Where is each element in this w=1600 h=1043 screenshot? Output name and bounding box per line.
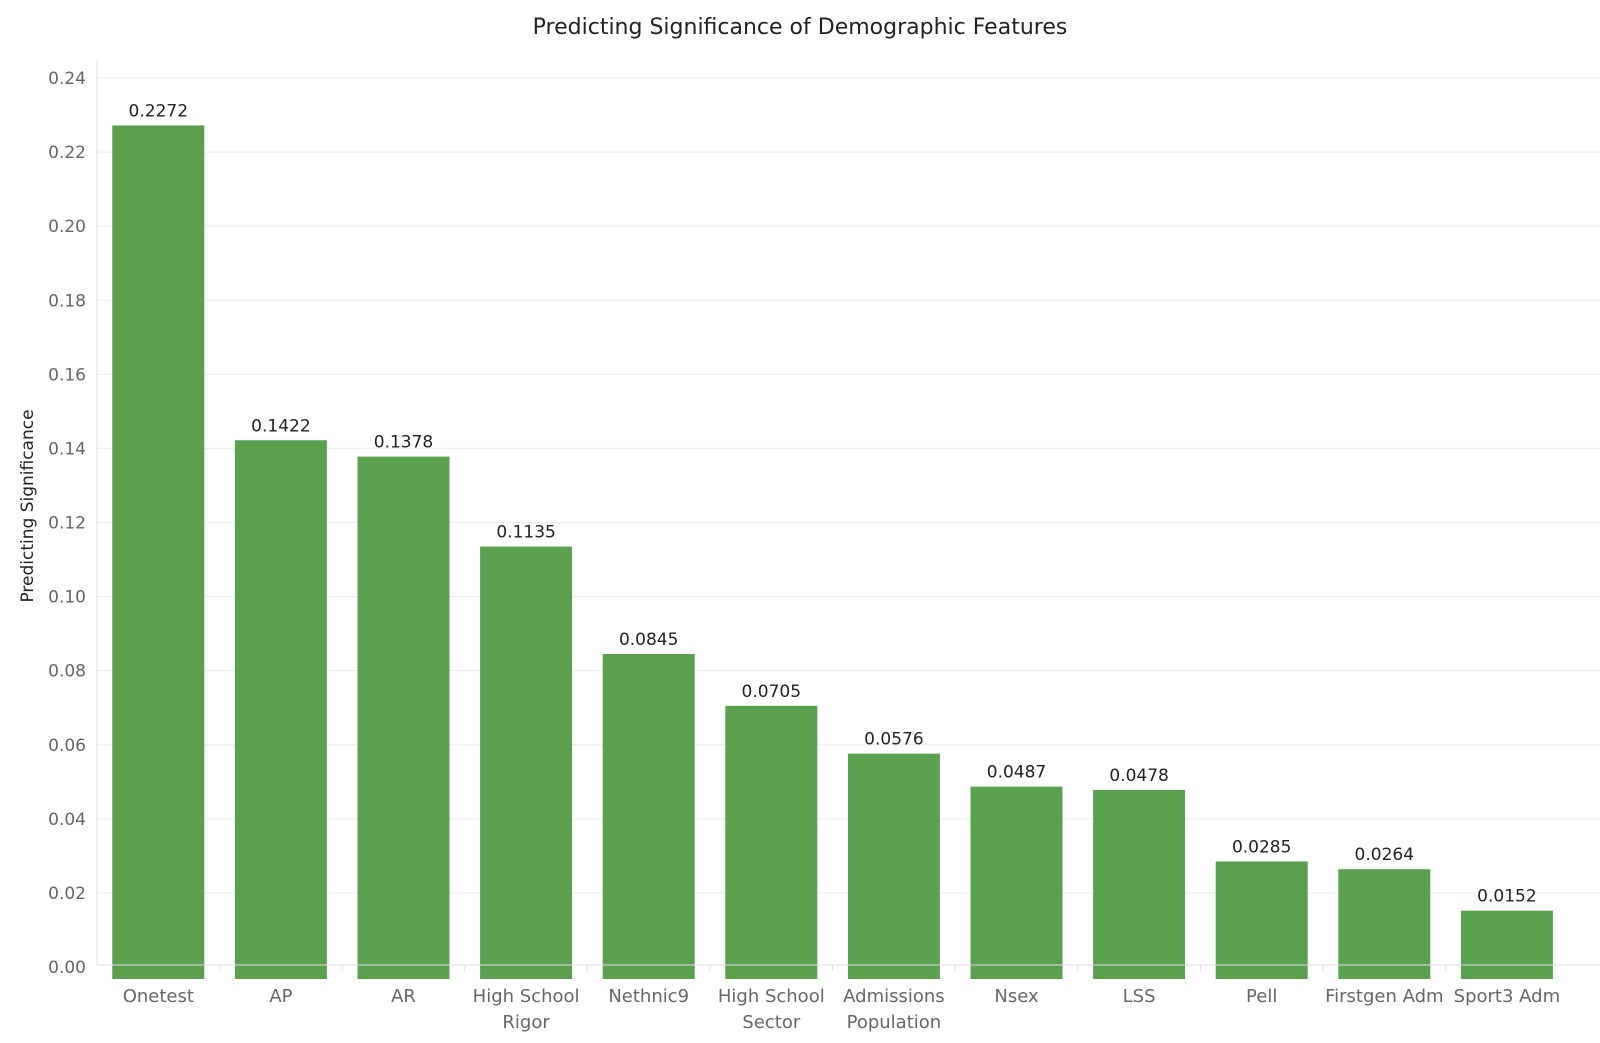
gridlines (96, 60, 1600, 965)
y-tick-label: 0.10 (48, 588, 86, 608)
x-tick-label: Onetest (123, 986, 194, 1007)
bar (1215, 861, 1308, 979)
bar (847, 753, 940, 979)
y-tick-label: 0.22 (48, 143, 86, 163)
bars (112, 125, 1553, 980)
y-tick-label: 0.16 (48, 365, 86, 385)
bar (725, 705, 818, 979)
data-label: 0.1422 (251, 416, 310, 436)
x-tick-label: Sport3 Adm (1454, 986, 1560, 1007)
x-tick-label: Sector (742, 1012, 800, 1033)
bar (480, 546, 573, 979)
y-axis-ticks: 0.00 0.02 0.04 0.06 0.08 0.10 0.12 0.14 0.16 0.18… (48, 69, 86, 978)
x-tick-label: Population (847, 1012, 942, 1033)
y-tick-label: 0.20 (48, 217, 86, 237)
y-tick-label: 0.12 (48, 514, 86, 534)
y-tick-label: 0.14 (48, 439, 86, 459)
bar (357, 456, 450, 980)
data-label: 0.0478 (1109, 766, 1168, 786)
x-tick-label: Nsex (994, 986, 1039, 1007)
y-tick-label: 0.24 (48, 69, 86, 89)
x-tick-label: Rigor (502, 1012, 550, 1033)
x-tick-label: Pell (1246, 986, 1277, 1007)
y-tick-label: 0.02 (48, 884, 86, 904)
y-tick-label: 0.00 (48, 958, 86, 978)
data-label: 0.0576 (864, 730, 923, 750)
bar (1338, 869, 1431, 979)
x-tick-label: LSS (1123, 986, 1156, 1007)
x-tick-label: Nethnic9 (608, 986, 689, 1007)
x-tick-label: High School (473, 986, 580, 1007)
y-tick-label: 0.08 (48, 662, 86, 682)
chart-title: Predicting Significance of Demographic F… (533, 15, 1068, 40)
x-tick-label: AP (269, 986, 292, 1007)
data-labels: 0.2272 0.1422 0.1378 0.1135 0.0845 0.0705 0.05… (129, 101, 1537, 906)
y-tick-label: 0.04 (48, 810, 86, 830)
x-tick-label: Firstgen Adm (1325, 986, 1443, 1007)
x-axis-categories: Onetest AP AR High School Rigor Nethnic9 High … (123, 965, 1560, 1033)
data-label: 0.2272 (129, 101, 188, 121)
data-label: 0.1378 (374, 433, 433, 453)
data-label: 0.1135 (496, 523, 555, 543)
y-tick-label: 0.18 (48, 291, 86, 311)
data-label: 0.0152 (1477, 887, 1536, 907)
x-tick-label: Admissions (843, 986, 945, 1007)
x-tick-label: AR (391, 986, 416, 1007)
bar (1460, 910, 1553, 979)
data-label: 0.0705 (742, 682, 801, 702)
x-tick-label: High School (718, 986, 825, 1007)
y-axis-label: Predicting Significance (18, 409, 38, 602)
y-tick-label: 0.06 (48, 736, 86, 756)
data-label: 0.0845 (619, 630, 678, 650)
bar (970, 786, 1063, 979)
bar (112, 125, 205, 979)
data-label: 0.0285 (1232, 837, 1291, 857)
data-label: 0.0264 (1355, 845, 1414, 865)
bar (234, 440, 327, 980)
bar (1093, 789, 1186, 979)
data-label: 0.0487 (987, 763, 1046, 783)
bar (602, 653, 695, 979)
